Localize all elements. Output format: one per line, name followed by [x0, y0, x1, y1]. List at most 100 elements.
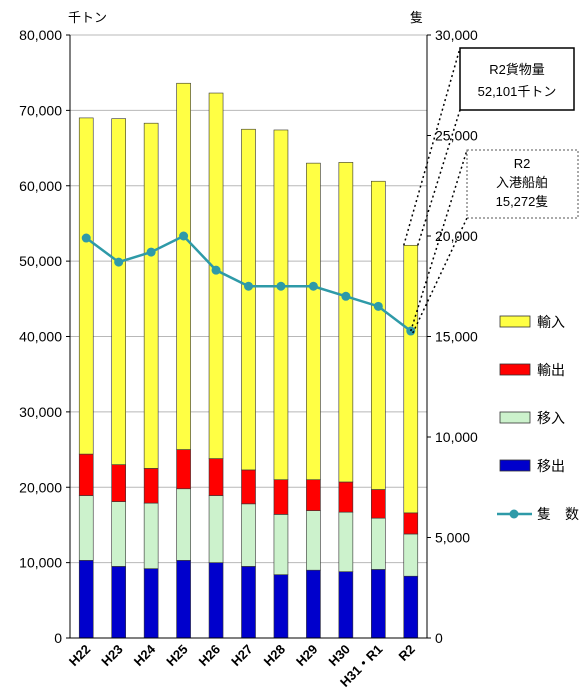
bar-segment [176, 82, 191, 450]
bar-segment [78, 453, 94, 496]
legend-swatch [499, 459, 531, 472]
right-tick-label: 30,000 [435, 27, 478, 43]
left-tick-label: 30,000 [19, 404, 62, 420]
vessel-point [114, 257, 124, 267]
x-tick-label: R2 [396, 642, 418, 664]
x-tick-label: H25 [163, 642, 190, 669]
right-tick-label: 15,000 [435, 329, 478, 345]
leader-ships-lower [412, 217, 468, 334]
legend-swatch [499, 315, 531, 328]
bar-segment [78, 560, 94, 639]
bar-segment [273, 129, 289, 481]
left-tick-label: 70,000 [19, 102, 62, 118]
left-tick-label: 80,000 [19, 27, 62, 43]
bar-segment [111, 501, 126, 567]
legend-swatch [499, 411, 531, 424]
bar-segment [371, 569, 386, 639]
bar-segment [241, 469, 256, 505]
right-tick-label: 10,000 [435, 429, 478, 445]
bar-segment [208, 495, 224, 563]
left-tick-label: 10,000 [19, 555, 62, 571]
vessel-point [373, 301, 383, 311]
legend-swatch [499, 363, 531, 376]
annotation-ships-text: 入港船舶 [496, 175, 548, 190]
bar-segment [241, 128, 256, 471]
x-tick-label: H27 [228, 642, 255, 669]
bar-segment [176, 560, 191, 639]
legend-label: 移入 [537, 410, 565, 426]
x-tick-label: H30 [326, 642, 353, 669]
annotations: R2貨物量 52,101千トン R2 入港船舶 15,272隻 [403, 47, 579, 334]
legend-label: 移出 [537, 458, 565, 474]
stacked-bars [78, 82, 419, 639]
bar-segment [111, 464, 126, 502]
bar-segment [403, 533, 419, 577]
vessel-count-line [81, 231, 416, 336]
bar-segment [143, 468, 159, 504]
vessel-point [146, 247, 156, 257]
legend-label: 輸入 [537, 314, 565, 330]
left-tick-label: 60,000 [19, 178, 62, 194]
bar-segment [208, 458, 224, 496]
annotation-box-cargo [459, 47, 575, 111]
bar-segment [176, 488, 191, 561]
vessel-point [308, 281, 318, 291]
bar-segment [403, 575, 419, 639]
bar-segment [403, 512, 419, 535]
bar-segment [273, 574, 289, 639]
left-tick-label: 40,000 [19, 329, 62, 345]
bar-segment [143, 568, 159, 639]
right-tick-label: 0 [435, 630, 443, 646]
vessel-point [341, 291, 351, 301]
bar-segment [273, 514, 289, 575]
vessel-point [179, 231, 189, 241]
bar-segment [273, 479, 289, 515]
vessel-point [276, 281, 286, 291]
bar-segment [78, 117, 94, 455]
annotation-ships-text: 15,272隻 [496, 194, 549, 209]
x-tick-label: H29 [293, 642, 320, 669]
leader-cargo-lower [417, 109, 461, 246]
left-axis-unit: 千トン [68, 10, 107, 25]
bar-segment [241, 503, 256, 567]
bar-segment [338, 481, 354, 513]
right-axis-ticks: 0 5,000 10,000 15,000 20,000 25,000 30,000 [427, 27, 478, 646]
bar-segment [208, 562, 224, 639]
bar-segment [306, 479, 321, 511]
bar-segment [306, 510, 321, 571]
bar-segment [371, 517, 386, 570]
x-tick-label: H26 [196, 642, 223, 669]
bar-segment [241, 566, 256, 639]
vessel-point [81, 233, 91, 243]
bar-segment [143, 122, 159, 469]
bar-segment [338, 511, 354, 572]
legend-label: 隻 数 [537, 506, 579, 522]
x-tick-label: H23 [98, 642, 125, 669]
leader-ships-upper [410, 149, 468, 332]
bar-segment [208, 92, 224, 459]
bar-segment [306, 569, 321, 639]
vessel-point [211, 265, 221, 275]
right-axis-unit: 隻 [410, 10, 423, 25]
bar-segment [371, 489, 386, 519]
annotation-cargo-text: 52,101千トン [478, 84, 557, 99]
annotation-cargo-text: R2貨物量 [489, 62, 545, 77]
left-tick-label: 0 [54, 630, 62, 646]
bar-segment [111, 118, 126, 465]
bar-segment [78, 495, 94, 561]
bar-segment [403, 244, 419, 514]
left-tick-label: 50,000 [19, 253, 62, 269]
bar-segment [338, 571, 354, 639]
left-axis-ticks: 0 10,000 20,000 30,000 40,000 50,000 60,000 70,… [19, 27, 70, 646]
left-tick-label: 20,000 [19, 479, 62, 495]
legend-line-marker [509, 509, 519, 519]
annotation-ships-text: R2 [514, 156, 531, 171]
bar-segment [371, 180, 386, 490]
bar-segment [338, 162, 354, 483]
vessel-point [244, 281, 253, 291]
right-tick-label: 25,000 [435, 128, 478, 144]
bar-segment [143, 502, 159, 569]
